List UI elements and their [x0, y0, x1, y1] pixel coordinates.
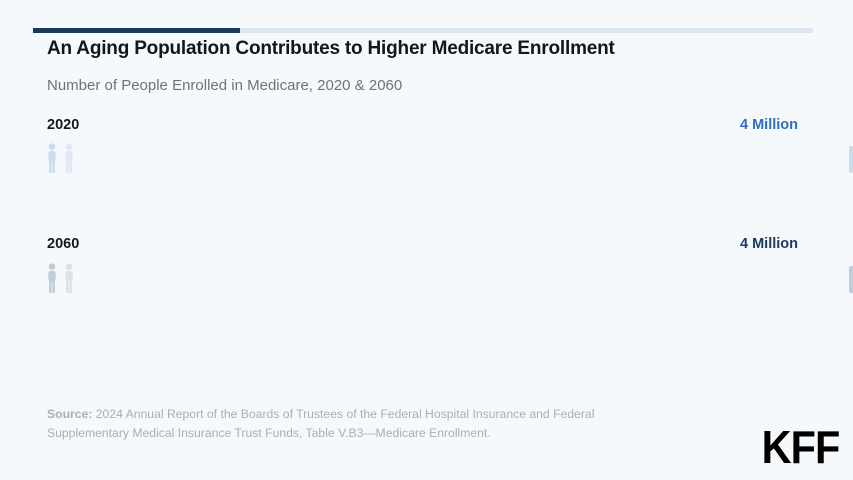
- person-icon: [48, 263, 56, 294]
- pictograph-icons-2020: [46, 143, 80, 174]
- chart-subtitle: Number of People Enrolled in Medicare, 2…: [47, 77, 403, 94]
- chart-title: An Aging Population Contributes to Highe…: [47, 38, 615, 59]
- person-icon-partial: [849, 266, 853, 293]
- value-label-2020: 4 Million: [740, 117, 798, 133]
- category-label-2020: 2020: [47, 117, 80, 133]
- pictograph-row-2020: 2020 4 Million: [0, 117, 853, 179]
- animation-progress-fill: [33, 28, 240, 33]
- person-icon: [48, 143, 56, 174]
- value-label-2060: 4 Million: [740, 236, 798, 252]
- source-label: Source:: [47, 407, 93, 421]
- source-text-1: 2024 Annual Report of the Boards of Trus…: [95, 407, 595, 421]
- category-label-2060: 2060: [47, 236, 80, 252]
- source-note: Source: 2024 Annual Report of the Boards…: [47, 405, 594, 443]
- animation-progress-bar: [33, 28, 813, 33]
- person-icon: [65, 263, 73, 294]
- source-line-2: Supplementary Medical Insurance Trust Fu…: [47, 424, 594, 443]
- source-text-2: Supplementary Medical Insurance Trust Fu…: [47, 426, 491, 440]
- person-icon-partial: [849, 146, 853, 173]
- pictograph-row-2060: 2060 4 Million: [0, 236, 853, 298]
- person-icon: [65, 143, 73, 174]
- source-line-1: Source: 2024 Annual Report of the Boards…: [47, 405, 594, 424]
- kff-logo: KFF: [761, 421, 840, 473]
- pictograph-icons-2060: [46, 263, 80, 294]
